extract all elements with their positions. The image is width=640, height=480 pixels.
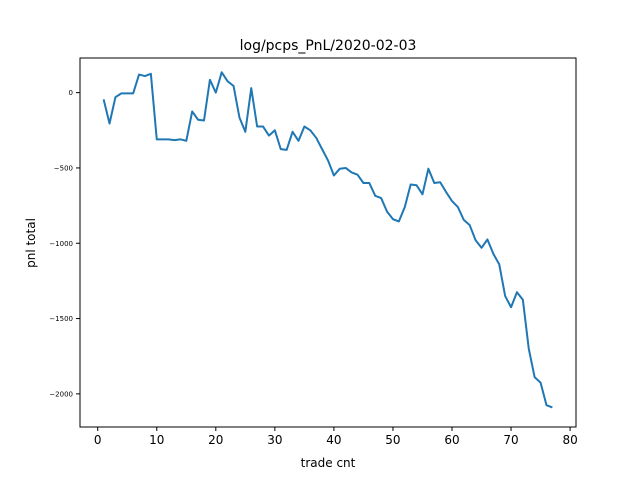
x-axis-label: trade cnt [301, 456, 356, 470]
x-tick-label: 70 [503, 433, 518, 447]
x-tick-label: 40 [326, 433, 341, 447]
x-tick-label: 20 [208, 433, 223, 447]
chart-title: log/pcps_PnL/2020-02-03 [240, 38, 417, 54]
y-axis-ticks: 0 −500 −1000 −1500 −2000 [49, 89, 80, 398]
y-tick-label: −2000 [49, 390, 73, 398]
y-tick-label: −500 [54, 164, 73, 172]
x-tick-label: 10 [149, 433, 164, 447]
plot-area [79, 57, 577, 428]
series-line [102, 71, 553, 409]
x-tick-label: 0 [94, 433, 102, 447]
x-tick-label: 50 [385, 433, 400, 447]
x-tick-label: 60 [444, 433, 459, 447]
y-tick-label: 0 [69, 89, 73, 97]
x-tick-label: 80 [562, 433, 577, 447]
axes-frame [79, 57, 577, 428]
y-axis-label: pnl total [24, 218, 38, 268]
x-axis-ticks: 0 10 20 30 40 50 60 70 80 [94, 427, 578, 447]
x-tick-label: 30 [267, 433, 282, 447]
y-tick-label: −1500 [49, 315, 73, 323]
y-tick-label: −1000 [49, 240, 73, 248]
